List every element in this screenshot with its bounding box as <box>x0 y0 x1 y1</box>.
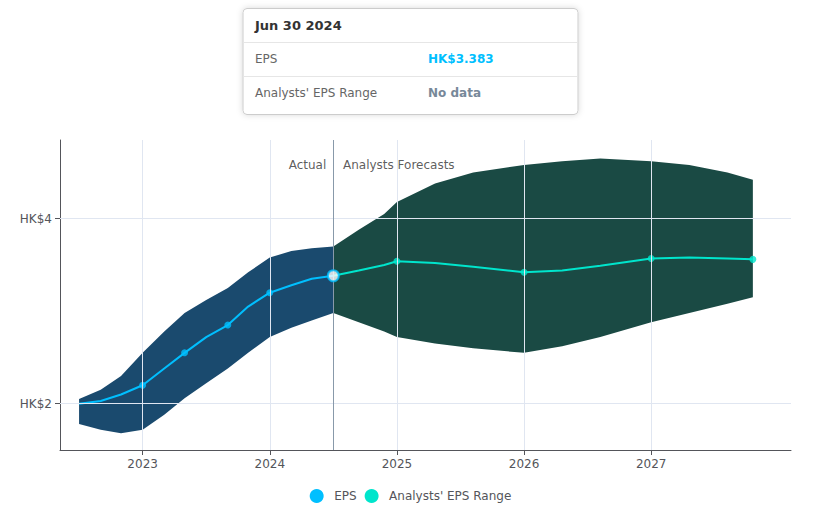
svg-text:Jun 30 2024: Jun 30 2024 <box>254 18 342 33</box>
svg-text:HK$3.383: HK$3.383 <box>428 52 494 66</box>
svg-text:EPS: EPS <box>255 52 277 66</box>
svg-text:Analysts' EPS Range: Analysts' EPS Range <box>389 489 511 503</box>
svg-text:HK$2: HK$2 <box>20 397 52 411</box>
svg-text:Analysts' EPS Range: Analysts' EPS Range <box>255 86 377 100</box>
svg-text:Actual: Actual <box>289 158 327 172</box>
svg-text:Analysts Forecasts: Analysts Forecasts <box>343 158 455 172</box>
svg-text:HK$4: HK$4 <box>20 212 52 226</box>
svg-text:No data: No data <box>428 86 481 100</box>
svg-text:2027: 2027 <box>636 457 667 471</box>
svg-text:2024: 2024 <box>254 457 285 471</box>
svg-text:EPS: EPS <box>334 489 356 503</box>
svg-text:2025: 2025 <box>382 457 413 471</box>
svg-text:2023: 2023 <box>127 457 158 471</box>
svg-text:2026: 2026 <box>509 457 540 471</box>
